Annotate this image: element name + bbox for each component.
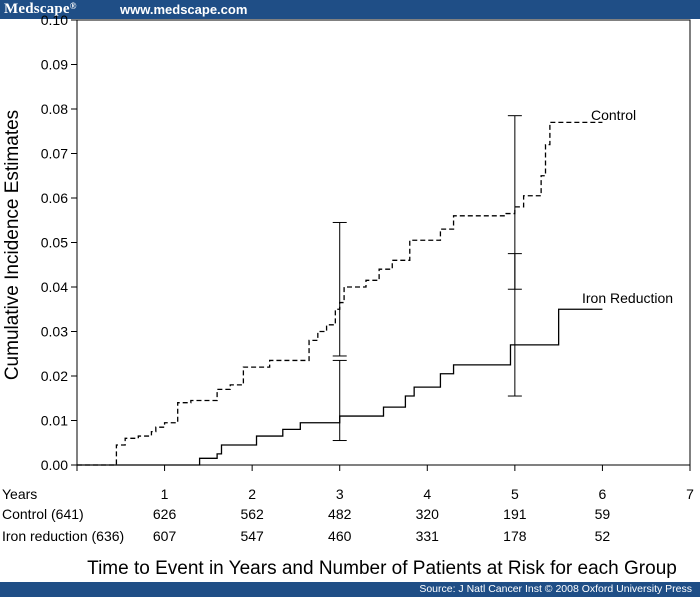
- x-tick-label: 5: [511, 486, 519, 502]
- y-axis-label: Cumulative Incidence Estimates: [2, 110, 23, 380]
- footer-bar: Source: J Natl Cancer Inst © 2008 Oxford…: [0, 582, 700, 597]
- risk-table-header: Years: [2, 486, 37, 502]
- brand-registered-mark: ®: [69, 1, 77, 11]
- y-tick-label: 0.03: [41, 324, 68, 340]
- medscape-logo: Medscape®: [4, 1, 77, 18]
- header-bar: Medscape® www.medscape.com: [0, 0, 700, 19]
- x-tick-label: 1: [161, 486, 169, 502]
- incidence-chart: 0.00 0.01 0.02 0.03 0.04 0.05 0.06 0.07 0.08 0.09…: [2, 12, 694, 579]
- plot-frame: [76, 19, 691, 466]
- x-tick-label: 2: [248, 486, 256, 502]
- legend-label-control: Control: [591, 107, 636, 123]
- risk-table-cell: 460: [328, 528, 352, 544]
- risk-table-cell: 547: [240, 528, 264, 544]
- x-tick-label: 3: [336, 486, 344, 502]
- y-tick-label: 0.01: [41, 413, 68, 429]
- brand-name: Medscape: [4, 1, 70, 17]
- x-tick-label: 7: [686, 486, 694, 502]
- y-tick-label: 0.02: [41, 368, 68, 384]
- y-tick-label: 0.06: [41, 190, 68, 206]
- risk-table-cell: 482: [328, 506, 352, 522]
- risk-table-cell: 331: [416, 528, 440, 544]
- y-tick-label: 0.00: [41, 457, 68, 473]
- risk-table-cell: 562: [240, 506, 264, 522]
- x-tick-label: 4: [423, 486, 431, 502]
- chart-labels: Cumulative Incidence Estimates Time to E…: [2, 107, 677, 579]
- risk-table-cell: 178: [503, 528, 527, 544]
- y-tick-label: 0.05: [41, 235, 68, 251]
- y-tick-label: 0.07: [41, 146, 68, 162]
- risk-table-cell: 320: [416, 506, 440, 522]
- legend-label-iron: Iron Reduction: [582, 290, 673, 306]
- x-tick-label: 6: [599, 486, 607, 502]
- risk-table-cell: 59: [595, 506, 611, 522]
- error-bars: [332, 115, 522, 442]
- axes: 0.00 0.01 0.02 0.03 0.04 0.05 0.06 0.07 0.08 0.09…: [41, 12, 694, 502]
- site-url: www.medscape.com: [120, 2, 248, 17]
- risk-table-cell: 52: [595, 528, 611, 544]
- risk-table-cell: 607: [153, 528, 177, 544]
- risk-row-label-iron: Iron reduction (636): [2, 528, 124, 544]
- iron-reduction-step-line: [77, 308, 603, 466]
- risk-row-label-control: Control (641): [2, 506, 84, 522]
- series-lines: [77, 121, 603, 466]
- x-axis-label: Time to Event in Years and Number of Pat…: [87, 558, 677, 579]
- y-tick-label: 0.04: [41, 279, 68, 295]
- y-tick-label: 0.10: [41, 12, 68, 28]
- y-tick-label: 0.09: [41, 57, 68, 73]
- risk-table: 626 562 482 320 191 59 607 547 460 331 178 52: [153, 506, 611, 544]
- source-citation: Source: J Natl Cancer Inst © 2008 Oxford…: [419, 583, 692, 595]
- y-tick-label: 0.08: [41, 101, 68, 117]
- risk-table-cell: 191: [503, 506, 527, 522]
- risk-table-cell: 626: [153, 506, 177, 522]
